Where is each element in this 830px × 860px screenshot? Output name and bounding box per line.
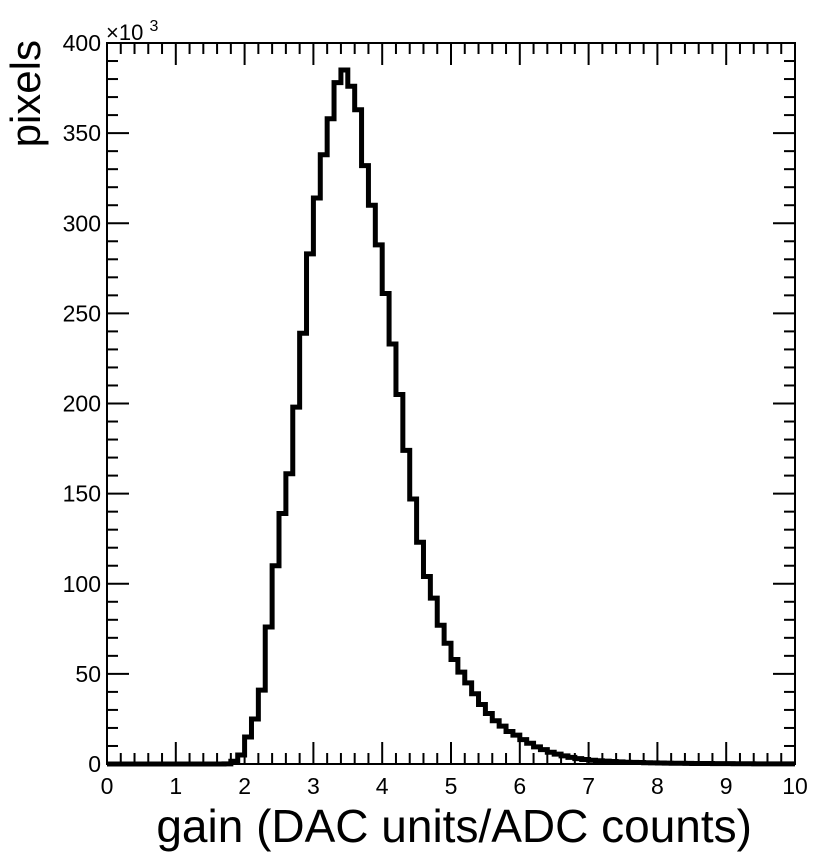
y-axis-title: pixels <box>2 40 49 147</box>
y-tick-label: 300 <box>63 210 101 236</box>
y-axis-multiplier-exponent: 3 <box>149 18 158 35</box>
y-tick-label: 250 <box>63 300 101 326</box>
x-axis-title: gain (DAC units/ADC counts) <box>156 800 752 852</box>
y-tick-label: 350 <box>63 120 101 146</box>
x-tick-label: 2 <box>238 773 251 799</box>
minor-ticks <box>107 43 795 764</box>
y-tick-label: 0 <box>88 751 101 777</box>
x-tick-label: 3 <box>307 773 320 799</box>
x-tick-label: 9 <box>720 773 733 799</box>
histogram-line <box>107 67 795 767</box>
x-tick-label: 6 <box>513 773 526 799</box>
x-tick-label: 4 <box>376 773 389 799</box>
x-tick-label: 1 <box>169 773 182 799</box>
x-tick-label: 10 <box>782 773 808 799</box>
y-tick-labels: 0 50 100 150 200 250 300 350 400 <box>63 30 101 777</box>
x-tick-label: 5 <box>445 773 458 799</box>
y-tick-label: 50 <box>75 661 101 687</box>
x-tick-label: 7 <box>582 773 595 799</box>
y-tick-label: 150 <box>63 481 101 507</box>
x-tick-label: 8 <box>651 773 664 799</box>
y-axis-multiplier-base: ×10 <box>106 20 143 45</box>
y-tick-label: 200 <box>63 391 101 417</box>
x-tick-label: 0 <box>101 773 114 799</box>
x-tick-labels: 0 1 2 3 4 5 6 7 8 9 10 <box>101 773 808 799</box>
y-tick-label: 400 <box>63 30 101 56</box>
y-axis-multiplier: ×10 3 <box>106 18 158 45</box>
y-tick-label: 100 <box>63 571 101 597</box>
plot-frame <box>106 42 796 765</box>
